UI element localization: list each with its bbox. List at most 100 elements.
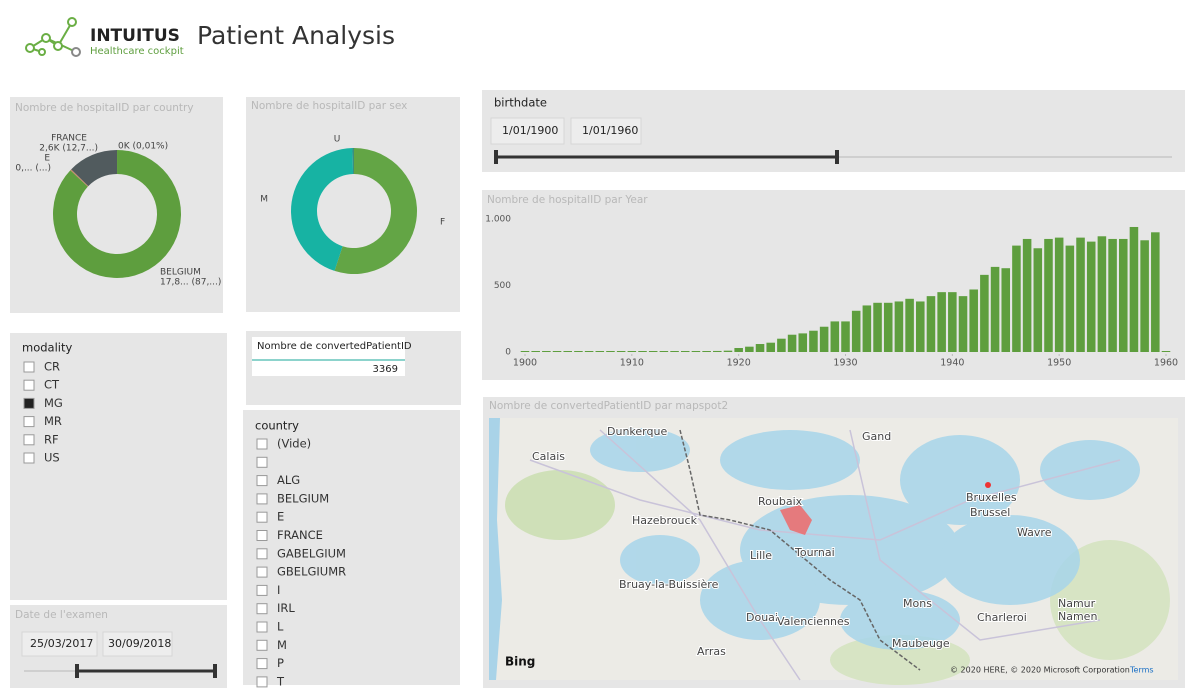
checkbox[interactable]	[256, 438, 268, 450]
place-label: Hazebrouck	[632, 514, 698, 527]
date-box[interactable]	[102, 631, 173, 657]
bar	[1001, 268, 1011, 352]
checkbox[interactable]	[256, 511, 268, 523]
bar	[894, 301, 904, 352]
checkbox[interactable]	[23, 416, 35, 428]
place-label: Mons	[903, 597, 932, 610]
slider-handle[interactable]	[75, 664, 79, 678]
checkbox[interactable]	[256, 639, 268, 651]
tagline: Healthcare cockpit	[90, 46, 184, 57]
x-tick-label: 1910	[620, 358, 644, 369]
bar	[937, 292, 946, 352]
checkbox[interactable]	[23, 434, 35, 446]
y-tick-label: 0	[505, 348, 511, 358]
map-provider: Bing	[505, 655, 535, 669]
hotspot	[985, 482, 991, 488]
slider-handle[interactable]	[835, 150, 839, 164]
bar	[1033, 248, 1043, 352]
date-end: 1/01/1960	[582, 124, 638, 137]
date-end: 30/09/2018	[108, 637, 171, 650]
checkbox[interactable]	[256, 548, 268, 560]
bar	[1076, 237, 1085, 352]
date-start: 25/03/2017	[30, 637, 93, 650]
bar	[584, 351, 594, 352]
bar	[1151, 232, 1160, 352]
card-box	[252, 337, 405, 376]
panel	[10, 333, 227, 600]
slicer-item: ALG	[277, 473, 300, 487]
bar	[777, 338, 786, 352]
slice-value: 2,6K (12,7...)	[39, 144, 98, 154]
bar	[766, 342, 775, 352]
place-label: Wavre	[1017, 526, 1052, 539]
slicer-item: IRL	[277, 601, 295, 615]
date-box[interactable]	[21, 631, 98, 657]
place-labels: Dunkerque Calais Gand Hazebrouck Roubaix Lill…	[531, 424, 1098, 659]
bar	[745, 346, 754, 352]
visual-title: Nombre de hospitalID par sex	[251, 100, 407, 112]
slider-handle[interactable]	[494, 150, 498, 164]
slice-label: BELGIUM	[160, 268, 201, 278]
x-tick-label: 1960	[1154, 358, 1178, 369]
slice	[352, 148, 354, 175]
slicer-item: MG	[44, 396, 63, 410]
slicer-item: M	[277, 638, 287, 652]
place-label: Bruxelles	[966, 491, 1017, 504]
bar	[1044, 238, 1053, 352]
checkbox[interactable]	[256, 658, 268, 670]
forest	[1050, 540, 1170, 660]
checkbox[interactable]	[256, 530, 268, 541]
bar	[1108, 238, 1117, 352]
checkbox[interactable]	[256, 676, 268, 688]
slicer-title: Date de l'examen	[15, 609, 108, 621]
bar	[873, 302, 882, 352]
checkbox[interactable]	[256, 493, 268, 505]
bar	[691, 351, 701, 352]
checkbox[interactable]	[256, 566, 268, 578]
bar	[1065, 245, 1075, 352]
bar	[830, 321, 840, 352]
bar	[680, 351, 690, 352]
checkbox[interactable]	[23, 397, 35, 409]
bar	[627, 351, 637, 352]
checkbox[interactable]	[23, 452, 35, 464]
card-title: Nombre de convertedPatientID	[257, 341, 412, 352]
place-label: Calais	[532, 450, 565, 463]
slicer-item: L	[277, 620, 284, 634]
date-box[interactable]	[570, 117, 642, 145]
slice	[291, 148, 354, 271]
map[interactable]: Dunkerque Calais Gand Hazebrouck Roubaix Lill…	[489, 418, 1178, 685]
place-label: Valenciennes	[777, 615, 850, 628]
checkbox[interactable]	[23, 379, 35, 391]
slider-handle[interactable]	[213, 664, 217, 678]
checkbox[interactable]	[256, 456, 268, 468]
slicer-item: P	[277, 656, 284, 670]
visual-title: Nombre de hospitalID par country	[15, 102, 194, 114]
checkbox[interactable]	[23, 361, 35, 373]
place-label: Dunkerque	[607, 425, 667, 438]
slice-label: E	[44, 154, 50, 164]
map-copyright: © 2020 HERE, © 2020 Microsoft Corporatio…	[950, 666, 1130, 675]
slice-label: FRANCE	[51, 134, 87, 144]
bar	[969, 289, 978, 352]
visual-title: Nombre de hospitalID par Year	[487, 194, 648, 206]
bar	[819, 326, 829, 352]
bar	[862, 305, 872, 352]
x-tick-label: 1900	[513, 358, 537, 369]
place-label: Maubeuge	[892, 637, 950, 650]
place-label: Lille	[750, 549, 772, 562]
bar	[648, 351, 658, 352]
date-box[interactable]	[490, 117, 565, 145]
checkbox[interactable]	[256, 475, 268, 487]
map-terms[interactable]: Terms	[1129, 666, 1154, 675]
place-label: Arras	[697, 645, 726, 658]
checkbox[interactable]	[256, 603, 268, 615]
bar	[883, 302, 893, 352]
checkbox[interactable]	[256, 621, 268, 633]
sea	[489, 418, 502, 680]
checkbox[interactable]	[256, 584, 268, 596]
panel	[243, 410, 460, 685]
slice-value: 17,8... (87,...)	[160, 278, 221, 288]
slicer-item: (Vide)	[277, 437, 311, 451]
